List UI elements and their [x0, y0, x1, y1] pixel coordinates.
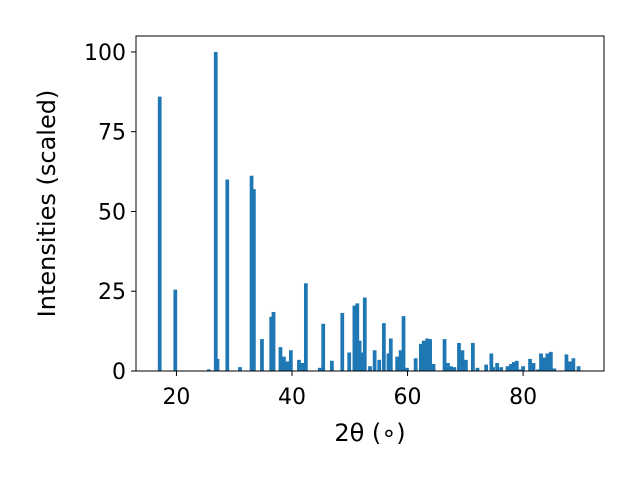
- bar: [491, 367, 495, 371]
- bar: [251, 189, 256, 371]
- x-axis-label: 2θ (∘): [334, 419, 405, 447]
- bar: [405, 367, 409, 371]
- bar: [271, 311, 276, 371]
- bar: [449, 366, 453, 371]
- bar: [329, 360, 334, 371]
- bar: [499, 367, 504, 371]
- y-tick-label: 75: [98, 121, 126, 146]
- bar: [238, 367, 242, 371]
- bar: [352, 305, 357, 371]
- bar: [518, 369, 523, 371]
- bar: [157, 96, 162, 372]
- bar: [568, 361, 572, 371]
- bar: [539, 353, 543, 371]
- bar: [446, 363, 450, 371]
- bar: [357, 340, 362, 371]
- bar: [173, 289, 178, 371]
- bar: [288, 350, 293, 371]
- bar: [213, 51, 218, 371]
- bar: [576, 366, 581, 371]
- bar: [381, 323, 386, 371]
- bar: [552, 368, 557, 371]
- bar: [395, 356, 400, 371]
- bar: [514, 360, 519, 371]
- x-tick-label: 60: [394, 385, 422, 410]
- bar: [489, 353, 494, 371]
- bar: [321, 323, 326, 371]
- bar: [475, 367, 480, 371]
- bar: [421, 340, 426, 371]
- bar: [464, 359, 468, 371]
- bar: [564, 354, 569, 371]
- bar: [225, 179, 230, 371]
- bar: [282, 356, 286, 371]
- bar: [521, 366, 525, 371]
- x-tick-label: 80: [509, 385, 537, 410]
- bar: [495, 363, 499, 371]
- bar: [418, 343, 423, 371]
- bar: [297, 359, 301, 371]
- bar: [542, 357, 546, 371]
- bar: [347, 352, 352, 371]
- bar: [536, 369, 541, 371]
- bar: [460, 350, 465, 371]
- bar: [509, 363, 513, 371]
- bar: [401, 316, 406, 371]
- bar: [215, 358, 220, 371]
- bar: [317, 367, 322, 371]
- y-tick-label: 25: [98, 280, 126, 305]
- x-ticks: 20 40 60 80: [162, 371, 537, 410]
- bar: [269, 316, 274, 371]
- bar: [470, 342, 475, 371]
- bar: [360, 352, 364, 371]
- bar: [431, 363, 436, 371]
- bar: [372, 350, 377, 371]
- bar: [452, 367, 457, 371]
- bar: [571, 358, 576, 371]
- bar: [340, 312, 345, 371]
- bar: [362, 297, 367, 371]
- bar: [457, 342, 461, 371]
- bar: [511, 362, 516, 371]
- bar: [388, 338, 393, 371]
- x-tick-label: 40: [278, 385, 306, 410]
- bar: [260, 339, 264, 371]
- bar: [484, 364, 489, 371]
- bar: [545, 353, 550, 371]
- plot-frame: [135, 35, 605, 372]
- y-tick-label: 100: [84, 41, 126, 66]
- bar: [386, 353, 391, 371]
- bar: [505, 366, 510, 371]
- bar: [442, 339, 447, 371]
- x-tick-label: 20: [162, 385, 190, 410]
- bar: [368, 366, 372, 371]
- bar: [548, 351, 553, 371]
- bar: [303, 283, 308, 371]
- y-axis-label: Intensities (scaled): [33, 90, 61, 318]
- bar: [249, 175, 254, 371]
- bar: [528, 358, 532, 371]
- bar: [398, 350, 403, 371]
- bar: [425, 338, 430, 371]
- bar: [531, 363, 536, 371]
- bar: [278, 347, 283, 371]
- bar: [377, 359, 382, 371]
- bar: [355, 303, 360, 371]
- y-tick-label: 0: [112, 360, 126, 385]
- y-ticks: 0 25 50 75 100: [84, 41, 136, 385]
- bar: [428, 339, 432, 371]
- bar: [206, 369, 211, 371]
- bar: [285, 361, 290, 371]
- bar: [413, 358, 418, 371]
- bar: [300, 363, 305, 371]
- y-tick-label: 50: [98, 200, 126, 225]
- bars-group: [157, 51, 581, 372]
